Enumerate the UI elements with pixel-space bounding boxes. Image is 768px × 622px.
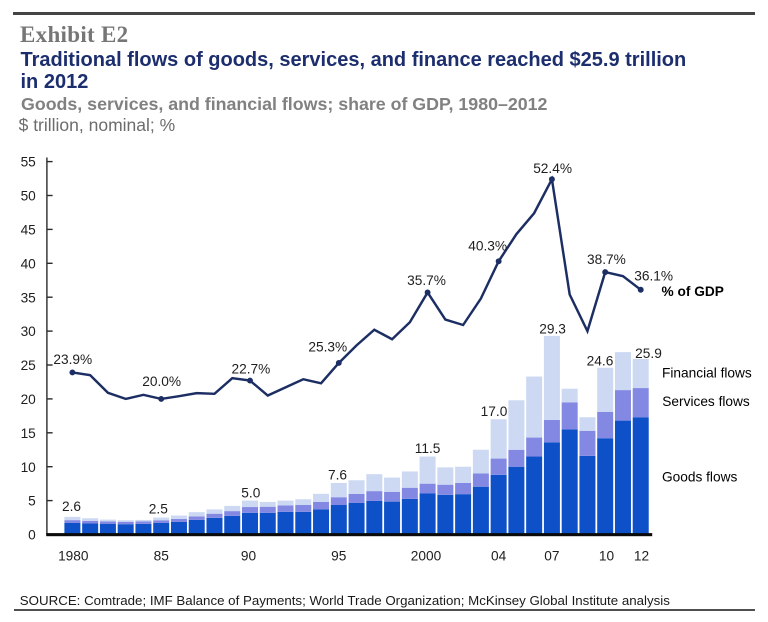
svg-text:20.0%: 20.0% (142, 374, 181, 389)
svg-text:2000: 2000 (411, 549, 442, 564)
svg-text:95: 95 (331, 549, 347, 564)
svg-text:11.5: 11.5 (415, 441, 441, 456)
svg-text:45: 45 (21, 223, 37, 238)
svg-text:85: 85 (154, 549, 170, 564)
svg-text:5: 5 (28, 494, 36, 509)
svg-text:30: 30 (21, 324, 37, 339)
svg-text:29.3: 29.3 (539, 322, 566, 337)
svg-text:10: 10 (21, 460, 37, 475)
svg-text:5.0: 5.0 (241, 486, 260, 501)
svg-text:10: 10 (599, 549, 615, 564)
svg-text:17.0: 17.0 (481, 404, 508, 419)
svg-text:40.3%: 40.3% (468, 238, 507, 253)
svg-text:25.3%: 25.3% (308, 339, 347, 354)
svg-text:38.7%: 38.7% (587, 252, 626, 267)
svg-text:1980: 1980 (58, 549, 89, 564)
svg-text:23.9%: 23.9% (53, 352, 92, 367)
svg-text:7.6: 7.6 (328, 468, 347, 483)
svg-text:25.9: 25.9 (635, 346, 662, 361)
svg-text:24.6: 24.6 (587, 354, 614, 369)
svg-text:35.7%: 35.7% (407, 273, 446, 288)
svg-text:2.5: 2.5 (149, 502, 168, 517)
svg-text:% of GDP: % of GDP (662, 284, 724, 299)
svg-text:25: 25 (21, 358, 37, 373)
svg-text:Goods flows: Goods flows (662, 469, 737, 484)
svg-text:12: 12 (634, 549, 649, 564)
svg-text:35: 35 (21, 290, 37, 305)
svg-text:40: 40 (21, 256, 37, 271)
svg-text:2.6: 2.6 (62, 499, 81, 514)
svg-text:20: 20 (21, 392, 37, 407)
svg-text:90: 90 (241, 549, 257, 564)
svg-text:0: 0 (28, 528, 36, 543)
svg-text:Financial flows: Financial flows (662, 366, 752, 381)
svg-text:55: 55 (21, 155, 37, 170)
svg-text:36.1%: 36.1% (634, 269, 673, 284)
svg-text:07: 07 (544, 549, 559, 564)
svg-text:Services flows: Services flows (662, 394, 750, 409)
svg-text:50: 50 (21, 189, 37, 204)
svg-text:52.4%: 52.4% (533, 161, 572, 176)
svg-text:15: 15 (21, 426, 37, 441)
svg-text:22.7%: 22.7% (231, 361, 270, 376)
svg-text:04: 04 (491, 549, 507, 564)
